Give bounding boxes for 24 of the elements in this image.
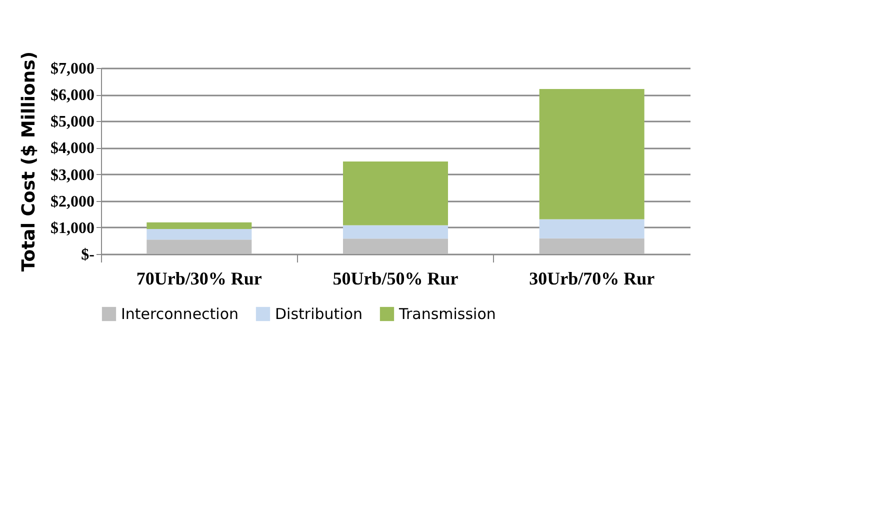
bar — [146, 222, 252, 230]
bar — [146, 240, 252, 254]
bar — [539, 88, 644, 220]
bar — [343, 225, 448, 239]
bar — [146, 229, 252, 240]
legend-label: Distribution — [275, 305, 363, 323]
bar — [539, 219, 644, 238]
legend-label: Transmission — [398, 305, 496, 323]
y-tick-label: $6,000 — [50, 87, 94, 104]
bar — [539, 238, 644, 254]
x-tick-label: 50Urb/50% Rur — [332, 268, 458, 288]
y-tick-label: $3,000 — [50, 166, 94, 184]
y-tick-label: $2,000 — [50, 193, 94, 210]
bar — [343, 162, 448, 226]
y-axis-title: Total Cost ($ Millions) — [18, 51, 40, 272]
legend-label: Interconnection — [121, 305, 239, 323]
y-tick-label: $4,000 — [50, 140, 94, 158]
x-tick-label: 70Urb/30% Rur — [136, 268, 262, 288]
y-tick-label: $- — [81, 246, 94, 264]
bar — [343, 238, 448, 254]
y-tick-label: $7,000 — [50, 60, 94, 78]
y-tick-label: $5,000 — [50, 114, 94, 131]
x-tick-label: 30Urb/70% Rur — [529, 268, 655, 288]
y-tick-label: $1,000 — [50, 220, 94, 237]
